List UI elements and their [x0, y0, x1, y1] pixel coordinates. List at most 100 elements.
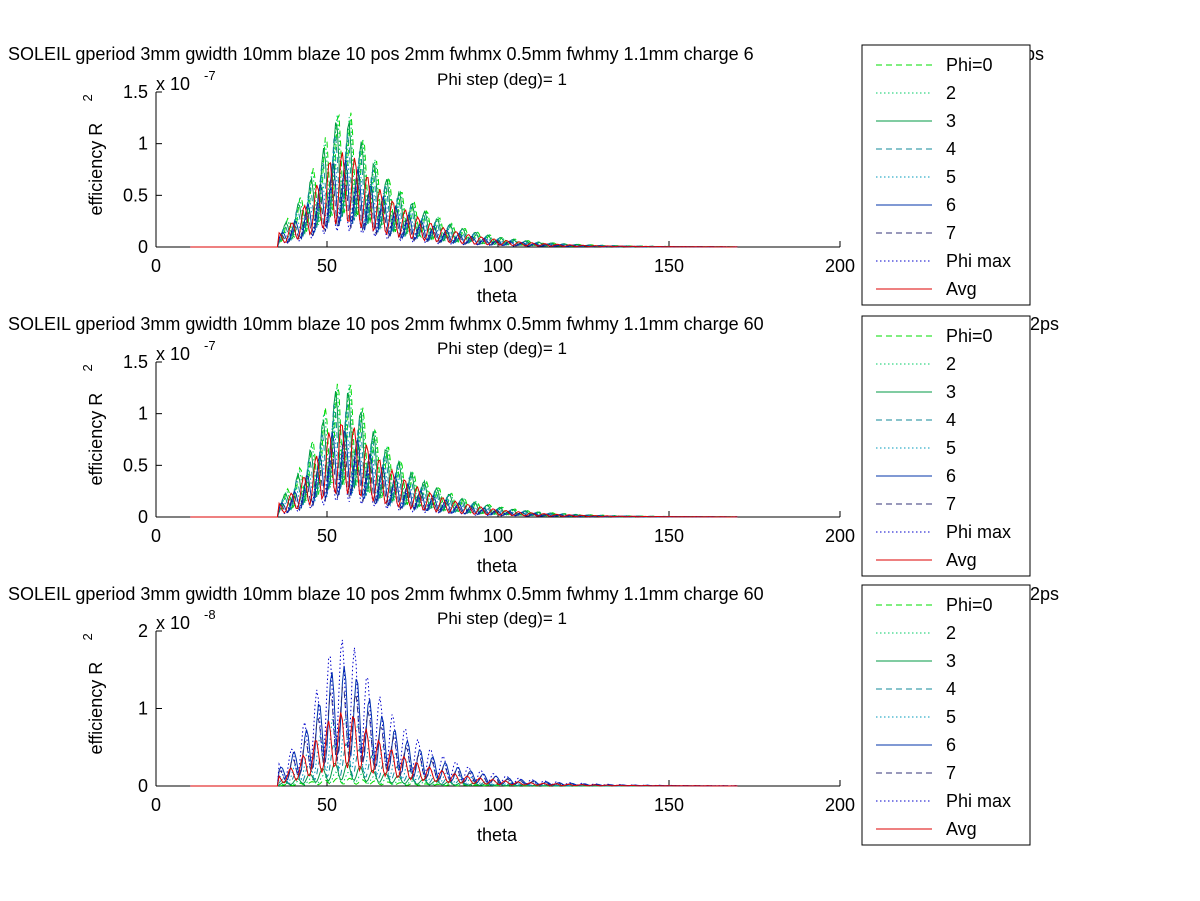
y-tick-label: 1.5: [123, 82, 148, 102]
legend-label: 6: [946, 466, 956, 486]
y-tick-label: 1: [138, 699, 148, 719]
legend: Phi=0 2 3 4 5 6 7 Phi max Avg: [861, 584, 1031, 846]
y-tick-label: 0: [138, 237, 148, 257]
legend-label: 3: [946, 651, 956, 671]
series-line-avg: [190, 712, 738, 787]
legend: Phi=0 2 3 4 5 6 7 Phi max Avg: [861, 44, 1031, 306]
y-axis-label-power: 2: [80, 364, 95, 371]
x-tick-label: 50: [317, 256, 337, 276]
legend-label: Avg: [946, 550, 977, 570]
x-tick-label: 0: [151, 256, 161, 276]
y-tick-label: 1.5: [123, 352, 148, 372]
x-tick-label: 200: [825, 795, 855, 815]
series-line-5: [190, 148, 738, 248]
legend-box: [861, 315, 1031, 577]
x-tick-label: 50: [317, 795, 337, 815]
y-tick-label: 0.5: [123, 455, 148, 475]
legend-label: 4: [946, 679, 956, 699]
y-axis-label-group: efficiency R 2: [80, 633, 106, 754]
y-axis-label-group: efficiency R 2: [80, 364, 106, 485]
chart-title-tail: 2ps: [1030, 314, 1059, 334]
legend: Phi=0 2 3 4 5 6 7 Phi max Avg: [861, 315, 1031, 577]
chart-subtitle: Phi step (deg)= 1: [437, 70, 567, 89]
series-line-phi-max: [190, 184, 738, 248]
y-axis-label-power: 2: [80, 633, 95, 640]
chart-title-tail: 2ps: [1030, 584, 1059, 604]
x-tick-label: 200: [825, 256, 855, 276]
series-line-avg: [190, 423, 738, 518]
axis-exponent: x 10: [156, 613, 190, 633]
legend-label: Phi=0: [946, 326, 993, 346]
x-axis-label: theta: [477, 825, 518, 845]
y-axis-label-power: 2: [80, 94, 95, 101]
axis-exponent: x 10: [156, 74, 190, 94]
series-line-2: [190, 114, 738, 248]
chart-subtitle: Phi step (deg)= 1: [437, 609, 567, 628]
chart-title: SOLEIL gperiod 3mm gwidth 10mm blaze 10 …: [8, 584, 764, 604]
series-line-6: [190, 429, 738, 518]
y-axis-label-group: efficiency R 2: [80, 94, 106, 215]
series-line-phi-max: [190, 454, 738, 518]
legend-label: Phi max: [946, 522, 1011, 542]
chart-panel-3: SOLEIL gperiod 3mm gwidth 10mm blaze 10 …: [8, 584, 1059, 846]
legend-label: 4: [946, 139, 956, 159]
axis-exponent-power: -8: [204, 607, 216, 622]
legend-label: 7: [946, 223, 956, 243]
x-tick-label: 0: [151, 526, 161, 546]
legend-label: Phi max: [946, 791, 1011, 811]
legend-label: 7: [946, 494, 956, 514]
x-axis-label: theta: [477, 286, 518, 306]
x-tick-label: 50: [317, 526, 337, 546]
series-line-2: [190, 384, 738, 518]
axis-exponent-power: -7: [204, 338, 216, 353]
y-axis-label: efficiency R: [86, 662, 106, 755]
x-tick-label: 150: [654, 256, 684, 276]
legend-label: Phi max: [946, 251, 1011, 271]
series-line-3: [190, 122, 738, 248]
legend-label: 2: [946, 83, 956, 103]
axis-exponent: x 10: [156, 344, 190, 364]
y-tick-label: 1: [138, 404, 148, 424]
legend-label: 5: [946, 707, 956, 727]
y-tick-label: 1: [138, 134, 148, 154]
series-line-4: [190, 404, 738, 518]
series-line-6: [190, 665, 738, 787]
series-line-5: [190, 715, 738, 787]
legend-label: 6: [946, 195, 956, 215]
y-axis-label: efficiency R: [86, 393, 106, 486]
legend-label: 4: [946, 410, 956, 430]
legend-label: 2: [946, 354, 956, 374]
y-axis-label: efficiency R: [86, 123, 106, 216]
legend-label: Phi=0: [946, 55, 993, 75]
y-tick-label: 0.5: [123, 185, 148, 205]
x-tick-label: 100: [483, 256, 513, 276]
legend-label: 3: [946, 111, 956, 131]
chart-panel-1: SOLEIL gperiod 3mm gwidth 10mm blaze 10 …: [8, 44, 1044, 306]
series-line-avg: [190, 152, 738, 248]
chart-title: SOLEIL gperiod 3mm gwidth 10mm blaze 10 …: [8, 314, 764, 334]
series-line-7: [190, 686, 738, 787]
x-axis-label: theta: [477, 556, 518, 576]
y-tick-label: 0: [138, 507, 148, 527]
chart-panel-2: SOLEIL gperiod 3mm gwidth 10mm blaze 10 …: [8, 314, 1059, 577]
legend-label: 6: [946, 735, 956, 755]
x-tick-label: 150: [654, 526, 684, 546]
legend-label: 5: [946, 438, 956, 458]
legend-label: 7: [946, 763, 956, 783]
legend-label: Avg: [946, 819, 977, 839]
legend-label: 5: [946, 167, 956, 187]
series-line-phi-0: [190, 112, 738, 248]
series-line-3: [190, 390, 738, 518]
legend-label: Avg: [946, 279, 977, 299]
x-tick-label: 200: [825, 526, 855, 546]
x-tick-label: 150: [654, 795, 684, 815]
x-tick-label: 0: [151, 795, 161, 815]
chart-subtitle: Phi step (deg)= 1: [437, 339, 567, 358]
legend-label: 2: [946, 623, 956, 643]
series-line-4: [190, 133, 738, 248]
series-line-phi-max: [190, 639, 738, 787]
legend-box: [861, 584, 1031, 846]
legend-label: Phi=0: [946, 595, 993, 615]
series-line-phi-0: [190, 383, 738, 518]
